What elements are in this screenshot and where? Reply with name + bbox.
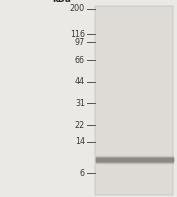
Text: 22: 22 [75, 121, 85, 130]
Text: 97: 97 [75, 38, 85, 47]
Text: 44: 44 [75, 77, 85, 86]
Bar [95, 6, 173, 195]
Text: 66: 66 [75, 56, 85, 65]
Text: kDa: kDa [52, 0, 71, 5]
Text: 14: 14 [75, 137, 85, 146]
Text: 200: 200 [70, 4, 85, 13]
Text: 116: 116 [70, 30, 85, 39]
Text: 31: 31 [75, 99, 85, 108]
Text: 6: 6 [80, 169, 85, 178]
